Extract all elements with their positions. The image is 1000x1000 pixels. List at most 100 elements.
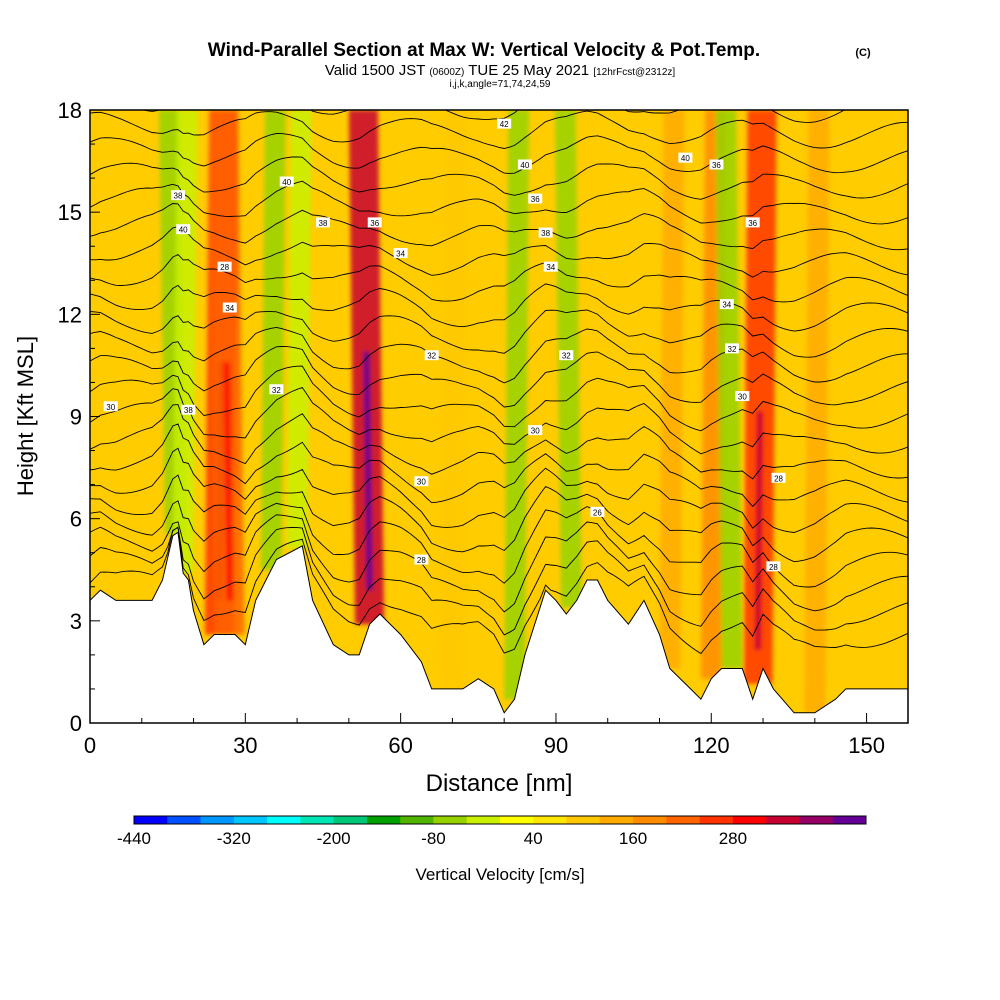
theta-contour [90,447,908,533]
colorbar-swatch [732,816,767,824]
y-tick-label: 3 [70,609,82,634]
theta-contour [90,226,908,278]
theta-contour [90,526,908,655]
velocity-band [504,110,529,700]
contour-label: 40 [176,224,191,235]
svg-text:40: 40 [282,178,291,187]
x-axis-label: Distance [nm] [426,770,573,797]
colorbar-swatch [400,816,434,824]
colorbar-swatch [766,816,800,824]
x-tick-label: 90 [544,733,568,758]
plot-area: 30 38 40 38 28 34 32 40 38 36 34 32 42 40 36 38 34 32 30 30… [90,110,908,723]
contour-label: 26 [590,506,605,517]
svg-text:38: 38 [174,192,183,201]
colorbar-swatch [799,816,834,824]
svg-text:34: 34 [546,263,555,272]
theta-contour [90,386,908,455]
x-tick-label: 30 [233,733,257,758]
svg-text:36: 36 [748,219,757,228]
svg-text:38: 38 [184,406,193,415]
contour-label: 38 [315,217,330,228]
y-tick-label: 9 [70,405,82,430]
chart-subtitle-2: i,j,k,angle=71,74,24,59 [450,79,551,90]
velocity-band [804,110,830,713]
contour-label: 42 [497,118,512,129]
theta-contour [90,283,908,332]
theta-contour [90,309,908,358]
contour-label: 32 [559,350,574,361]
contour-label: 36 [367,217,382,228]
svg-text:36: 36 [370,219,379,228]
colorbar-swatch [500,816,534,824]
theta-contour [90,133,908,174]
svg-text:40: 40 [520,161,529,170]
svg-text:30: 30 [106,403,115,412]
colorbar-swatch [832,816,867,824]
svg-text:36: 36 [712,161,721,170]
svg-text:30: 30 [738,393,747,402]
contour-label: 40 [279,176,294,187]
subtitle-fcst: [12hrFcst@2312z] [593,67,675,78]
theta-contour [90,365,908,432]
colorbar-swatch [134,816,168,824]
theta-contour [90,156,908,200]
velocity-band [743,110,777,684]
contour-label: 34 [222,302,237,313]
colorbar-swatch [666,816,701,824]
velocity-core [754,411,763,650]
subtitle-valid: Valid 1500 JST [325,62,425,79]
svg-text:34: 34 [225,304,234,313]
svg-text:36: 36 [531,195,540,204]
colorbar-swatch [333,816,368,824]
x-tick-label: 60 [388,733,412,758]
copyright-mark: (C) [855,47,871,59]
svg-text:38: 38 [319,219,328,228]
velocity-band [715,110,743,669]
x-tick-label: 0 [84,733,96,758]
theta-contour [90,514,908,613]
svg-text:28: 28 [220,263,229,272]
colorbar-swatch [599,816,634,824]
contour-label: 40 [678,152,693,163]
theta-contour [90,526,908,636]
colorbar-swatch [466,816,501,824]
svg-text:28: 28 [769,563,778,572]
contour-labels: 30 38 40 38 28 34 32 40 38 36 34 32 42 40 36 38 34 32 30 30… [103,118,786,572]
contour-label: 32 [724,343,739,354]
contour-label: 30 [103,401,118,412]
colorbar-tick-label: -200 [317,829,351,848]
terrain [90,531,908,723]
contour-label: 38 [538,227,553,238]
svg-text:32: 32 [427,352,436,361]
y-axis: 0 3 6 9 12 15 18 [58,98,100,736]
colorbar-swatch [633,816,667,824]
svg-text:32: 32 [562,352,571,361]
contour-label: 28 [217,261,232,272]
svg-text:40: 40 [681,154,690,163]
svg-text:28: 28 [774,474,783,483]
colorbar-swatch [233,816,268,824]
contour-label: 30 [414,476,429,487]
contour-label: 38 [171,190,186,201]
colorbar-tick-label: -80 [421,829,446,848]
contour-label: 36 [745,217,760,228]
colorbar-swatch [167,816,202,824]
svg-text:32: 32 [272,386,281,395]
theta-contour [90,180,908,225]
svg-text:40: 40 [179,226,188,235]
x-tick-label: 120 [693,733,730,758]
contour-label: 34 [543,261,558,272]
colorbar-swatch [533,816,568,824]
colorbar-swatch [699,816,734,824]
theta-contour [90,253,908,303]
theta-contour [90,423,908,508]
colorbar-swatch [366,816,401,824]
y-tick-label: 15 [58,200,82,225]
svg-text:34: 34 [722,301,731,310]
y-axis-label: Height [Kft MSL] [13,336,38,496]
theta-contour [90,110,908,149]
svg-text:30: 30 [417,478,426,487]
y-tick-label: 18 [58,98,82,123]
contour-label: 32 [269,384,284,395]
